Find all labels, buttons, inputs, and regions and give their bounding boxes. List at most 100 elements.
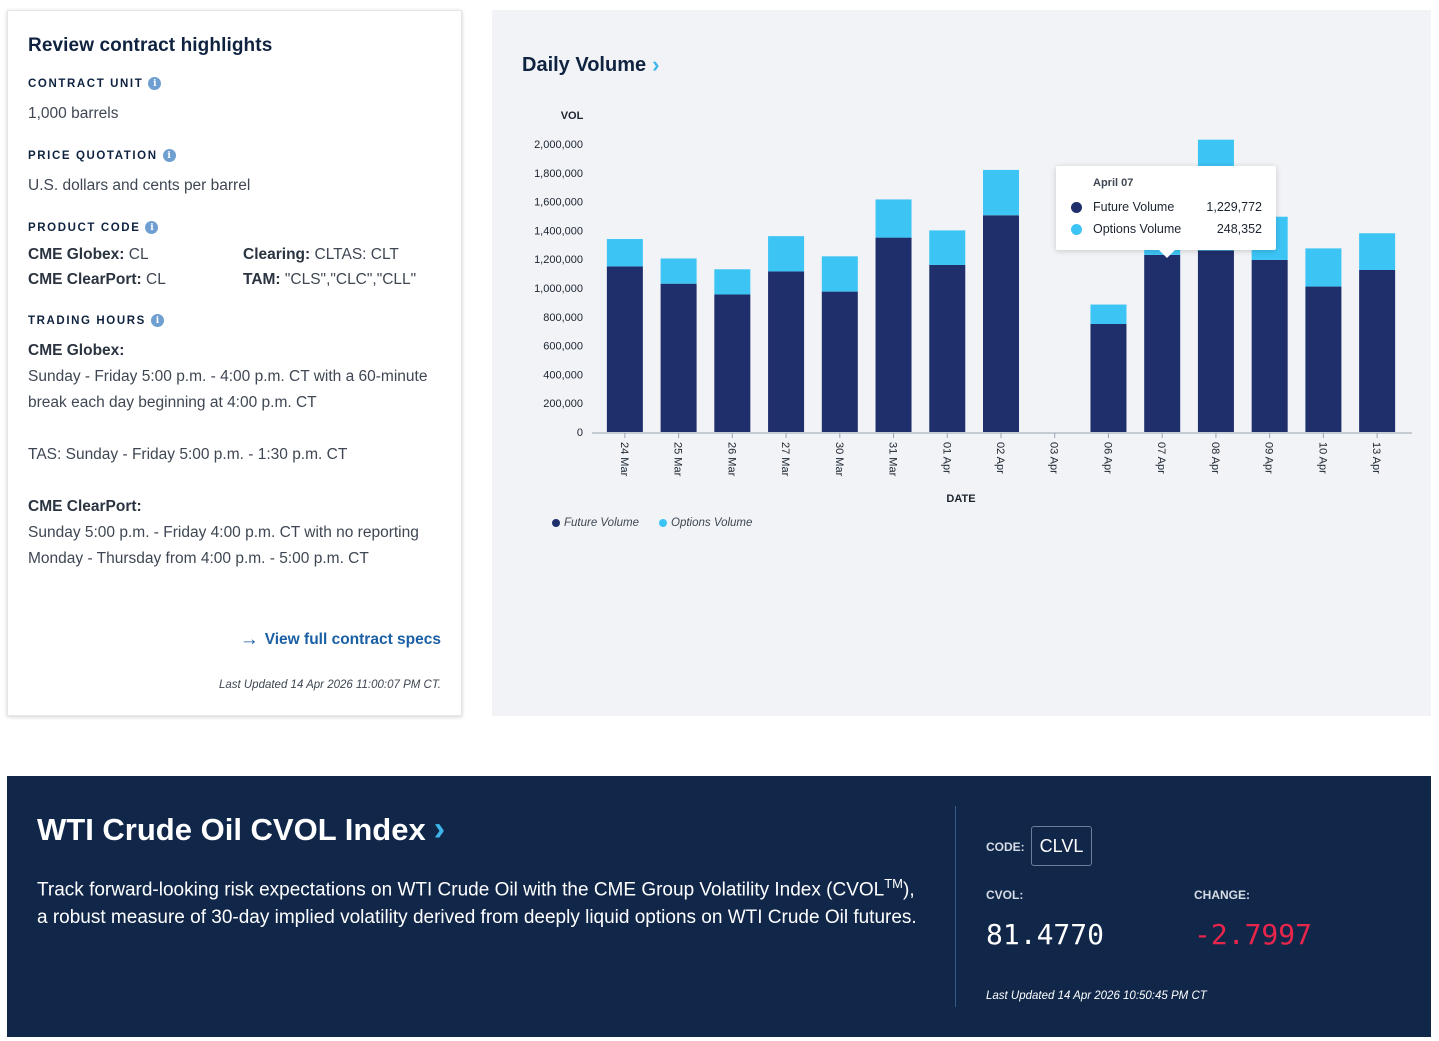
bar-options-volume bbox=[821, 256, 858, 292]
bar-options-volume bbox=[606, 239, 643, 267]
y-tick-label: 2,000,000 bbox=[534, 139, 583, 151]
price-quotation-label-text: PRICE QUOTATION bbox=[28, 149, 158, 162]
y-tick-label: 1,800,000 bbox=[534, 168, 583, 180]
code-label: CODE: bbox=[986, 840, 1025, 854]
clearport-code-value: CL bbox=[146, 271, 166, 288]
product-codes-grid: CME Globex: CL Clearing: CLTAS: CLT CME … bbox=[28, 246, 441, 289]
chart-legend: Future Volume Options Volume bbox=[552, 517, 752, 529]
bar-future-volume bbox=[983, 215, 1019, 432]
daily-volume-title: Daily Volume bbox=[522, 53, 647, 76]
bar-future-volume bbox=[1144, 254, 1181, 432]
info-icon[interactable]: i bbox=[150, 314, 164, 327]
banner-divider bbox=[955, 806, 956, 1007]
y-tick-label: 600,000 bbox=[543, 341, 583, 353]
code-value-box: CLVL bbox=[1031, 826, 1092, 866]
tooltip-options-label: Options Volume bbox=[1093, 222, 1182, 236]
y-tick-label: 1,600,000 bbox=[534, 197, 583, 209]
trading-hours-label: TRADING HOURS i bbox=[28, 314, 441, 327]
bar-options-volume bbox=[875, 199, 912, 238]
bar-future-volume bbox=[1305, 286, 1342, 432]
change-value: -2.7997 bbox=[1194, 918, 1313, 951]
x-tick-label: 13 Apr bbox=[1370, 442, 1382, 474]
trading-hours-label-text: TRADING HOURS bbox=[28, 314, 146, 327]
info-icon[interactable]: i bbox=[145, 221, 159, 234]
product-code-label-text: PRODUCT CODE bbox=[28, 221, 141, 234]
legend-dot-icon bbox=[552, 519, 560, 527]
globex-code-value: CL bbox=[128, 246, 149, 263]
tam-code: TAM: "CLS","CLC","CLL" bbox=[243, 271, 443, 289]
daily-volume-panel: VOL 0 200,000 400,000 600,000 800,000 1,000,00… bbox=[492, 10, 1431, 716]
cvol-label: CVOL: bbox=[986, 888, 1024, 902]
legend-item-options[interactable]: Options Volume bbox=[659, 517, 752, 529]
daily-volume-title-link[interactable]: Daily Volume › bbox=[522, 52, 659, 78]
x-tick-label: 08 Apr bbox=[1209, 442, 1221, 474]
bar-future-volume bbox=[1197, 250, 1234, 432]
bar-future-volume bbox=[606, 266, 643, 432]
x-tick-label: 06 Apr bbox=[1101, 442, 1113, 474]
y-tick-label: 1,200,000 bbox=[534, 254, 583, 266]
bar-future-volume bbox=[768, 271, 805, 432]
daily-volume-chart: VOL 0 200,000 400,000 600,000 800,000 1,000,00… bbox=[534, 110, 1412, 505]
cvol-value: 81.4770 bbox=[986, 918, 1105, 951]
trading-hours: CME Globex: Sunday - Friday 5:00 p.m. - … bbox=[28, 338, 441, 572]
cvol-last-updated: Last Updated 14 Apr 2026 10:50:45 PM CT bbox=[986, 990, 1207, 1002]
legend-dot-icon bbox=[659, 519, 667, 527]
clearing-code-label: Clearing: bbox=[243, 246, 311, 263]
x-tick-label: 25 Mar bbox=[672, 442, 684, 477]
chart-tooltip: April 07 Future Volume 1,229,772 Options… bbox=[1056, 166, 1276, 258]
info-icon[interactable]: i bbox=[162, 149, 176, 162]
legend-future-label: Future Volume bbox=[564, 517, 639, 529]
x-tick-label: 03 Apr bbox=[1048, 442, 1060, 474]
globex-code: CME Globex: CL bbox=[28, 246, 243, 264]
y-tick-label: 800,000 bbox=[543, 312, 583, 324]
y-tick-label: 1,400,000 bbox=[534, 225, 583, 237]
x-tick-label: 10 Apr bbox=[1316, 442, 1328, 474]
globex-hours-title: CME Globex: bbox=[28, 342, 125, 359]
arrow-right-icon: → bbox=[239, 629, 259, 650]
bar-future-volume bbox=[660, 283, 697, 432]
x-tick-label: 27 Mar bbox=[779, 442, 791, 477]
clearport-hours: CME ClearPort: Sunday 5:00 p.m. - Friday… bbox=[28, 494, 441, 572]
chevron-right-icon: › bbox=[652, 52, 660, 77]
cvol-title-link[interactable]: WTI Crude Oil CVOL Index › bbox=[37, 810, 445, 849]
cvol-banner: WTI Crude Oil CVOL Index › Track forward… bbox=[7, 776, 1431, 1037]
tooltip-options-value: 248,352 bbox=[1216, 222, 1262, 236]
chevron-right-icon: › bbox=[433, 810, 446, 848]
x-tick-label: 02 Apr bbox=[994, 442, 1006, 474]
card-title: Review contract highlights bbox=[28, 35, 273, 56]
bar-future-volume bbox=[1359, 270, 1396, 432]
cvol-desc-part2: ), a robust measure of 30-day implied vo… bbox=[37, 879, 917, 929]
bar-options-volume bbox=[1359, 233, 1396, 270]
trademark-sup: TM bbox=[884, 876, 903, 891]
tooltip-future-value: 1,229,772 bbox=[1206, 200, 1262, 214]
product-code-label: PRODUCT CODE i bbox=[28, 221, 441, 234]
contract-highlights-card: Review contract highlights CONTRACT UNIT… bbox=[7, 10, 462, 716]
bar-options-volume bbox=[714, 269, 751, 295]
tooltip-date: April 07 bbox=[1093, 177, 1134, 189]
clearing-code: Clearing: CLTAS: CLT bbox=[243, 246, 443, 264]
tooltip-row-options: Options Volume 248,352 bbox=[1071, 222, 1262, 236]
globex-code-label: CME Globex: bbox=[28, 246, 125, 263]
contract-unit-value: 1,000 barrels bbox=[28, 105, 119, 122]
clearport-code: CME ClearPort: CL bbox=[28, 271, 243, 289]
x-tick-label: 24 Mar bbox=[618, 442, 630, 477]
bar-future-volume bbox=[821, 291, 858, 432]
legend-item-future[interactable]: Future Volume bbox=[552, 517, 639, 529]
cvol-title: WTI Crude Oil CVOL Index bbox=[37, 811, 426, 847]
contract-unit-label: CONTRACT UNIT i bbox=[28, 77, 441, 90]
bar-future-volume bbox=[1251, 259, 1288, 432]
y-axis-label: VOL bbox=[561, 110, 584, 122]
info-icon[interactable]: i bbox=[148, 77, 162, 90]
bar-options-volume bbox=[660, 258, 697, 284]
change-label: CHANGE: bbox=[1194, 888, 1250, 902]
y-tick-label: 400,000 bbox=[543, 369, 583, 381]
bar-options-volume bbox=[983, 169, 1019, 216]
bar-future-volume bbox=[1090, 324, 1127, 432]
contract-unit-label-text: CONTRACT UNIT bbox=[28, 77, 144, 90]
card-last-updated: Last Updated 14 Apr 2026 11:00:07 PM CT. bbox=[218, 679, 441, 691]
globex-hours-text: Sunday - Friday 5:00 p.m. - 4:00 p.m. CT… bbox=[28, 368, 428, 411]
price-quotation-value: U.S. dollars and cents per barrel bbox=[28, 177, 251, 194]
view-full-contract-specs-link[interactable]: → View full contract specs bbox=[240, 629, 441, 651]
cvol-description: Track forward-looking risk expectations … bbox=[37, 870, 917, 932]
x-tick-label: 26 Mar bbox=[725, 442, 737, 477]
